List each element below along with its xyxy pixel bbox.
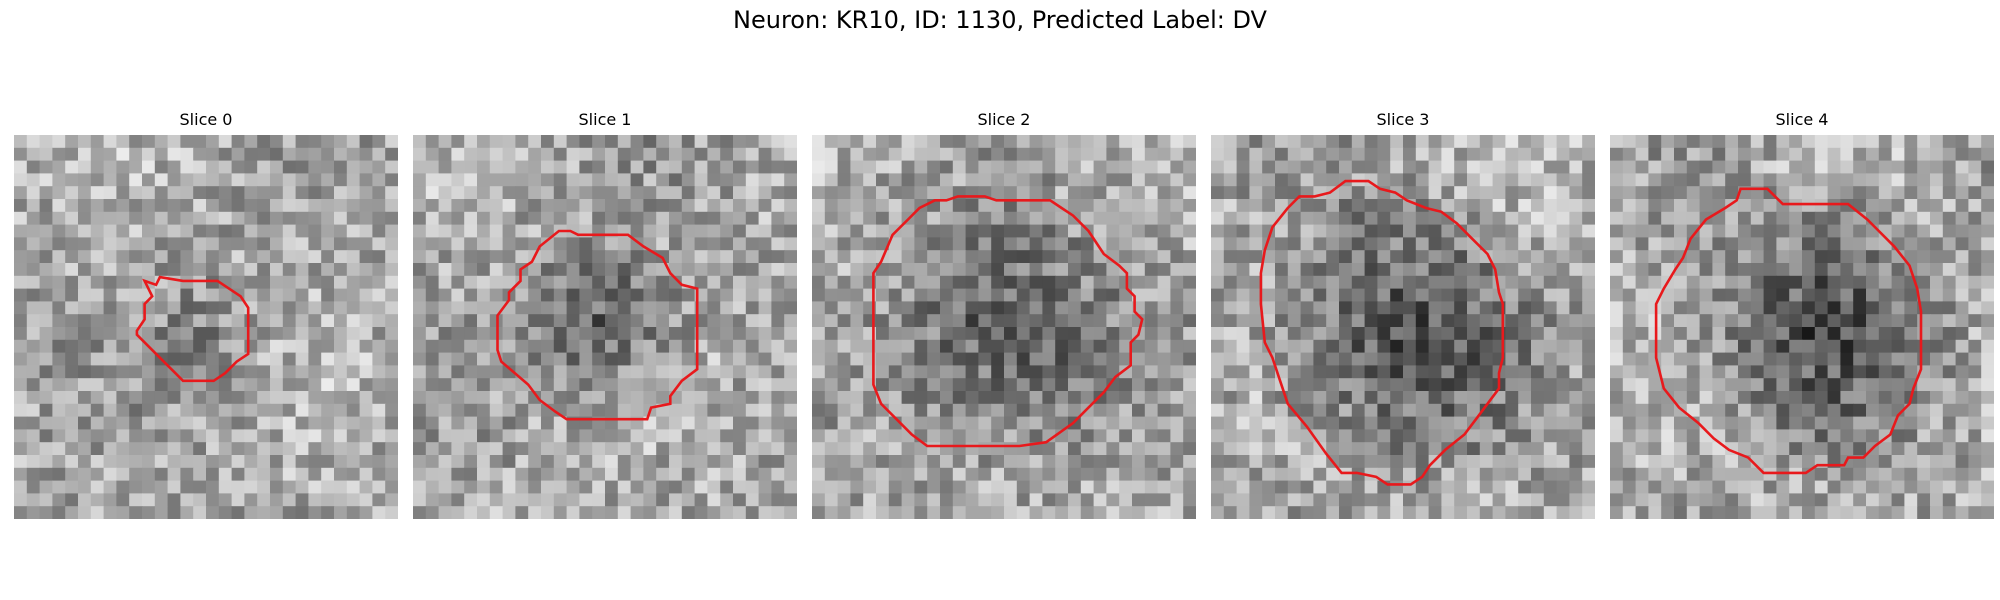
slice-title: Slice 0 <box>179 110 233 129</box>
roi-contour <box>135 275 250 383</box>
slice-image-0 <box>14 135 398 519</box>
slice-panel-0: Slice 0 <box>14 108 398 519</box>
slice-image-2 <box>812 135 1196 519</box>
slice-panel-2: Slice 2 <box>812 108 1196 519</box>
slice-panel-3: Slice 3 <box>1211 108 1595 519</box>
roi-contour <box>1654 187 1923 475</box>
slice-panel-1: Slice 1 <box>413 108 797 519</box>
roi-contour <box>496 229 699 421</box>
slice-panel-4: Slice 4 <box>1610 108 1994 519</box>
slice-title: Slice 4 <box>1775 110 1829 129</box>
figure-title: Neuron: KR10, ID: 1130, Predicted Label:… <box>733 6 1267 34</box>
slice-image-3 <box>1211 135 1595 519</box>
roi-contour <box>872 195 1144 448</box>
slice-title: Slice 2 <box>977 110 1031 129</box>
slice-image-1 <box>413 135 797 519</box>
slice-title: Slice 1 <box>578 110 632 129</box>
roi-contour <box>1259 179 1505 486</box>
slice-image-4 <box>1610 135 1994 519</box>
slice-title: Slice 3 <box>1376 110 1430 129</box>
